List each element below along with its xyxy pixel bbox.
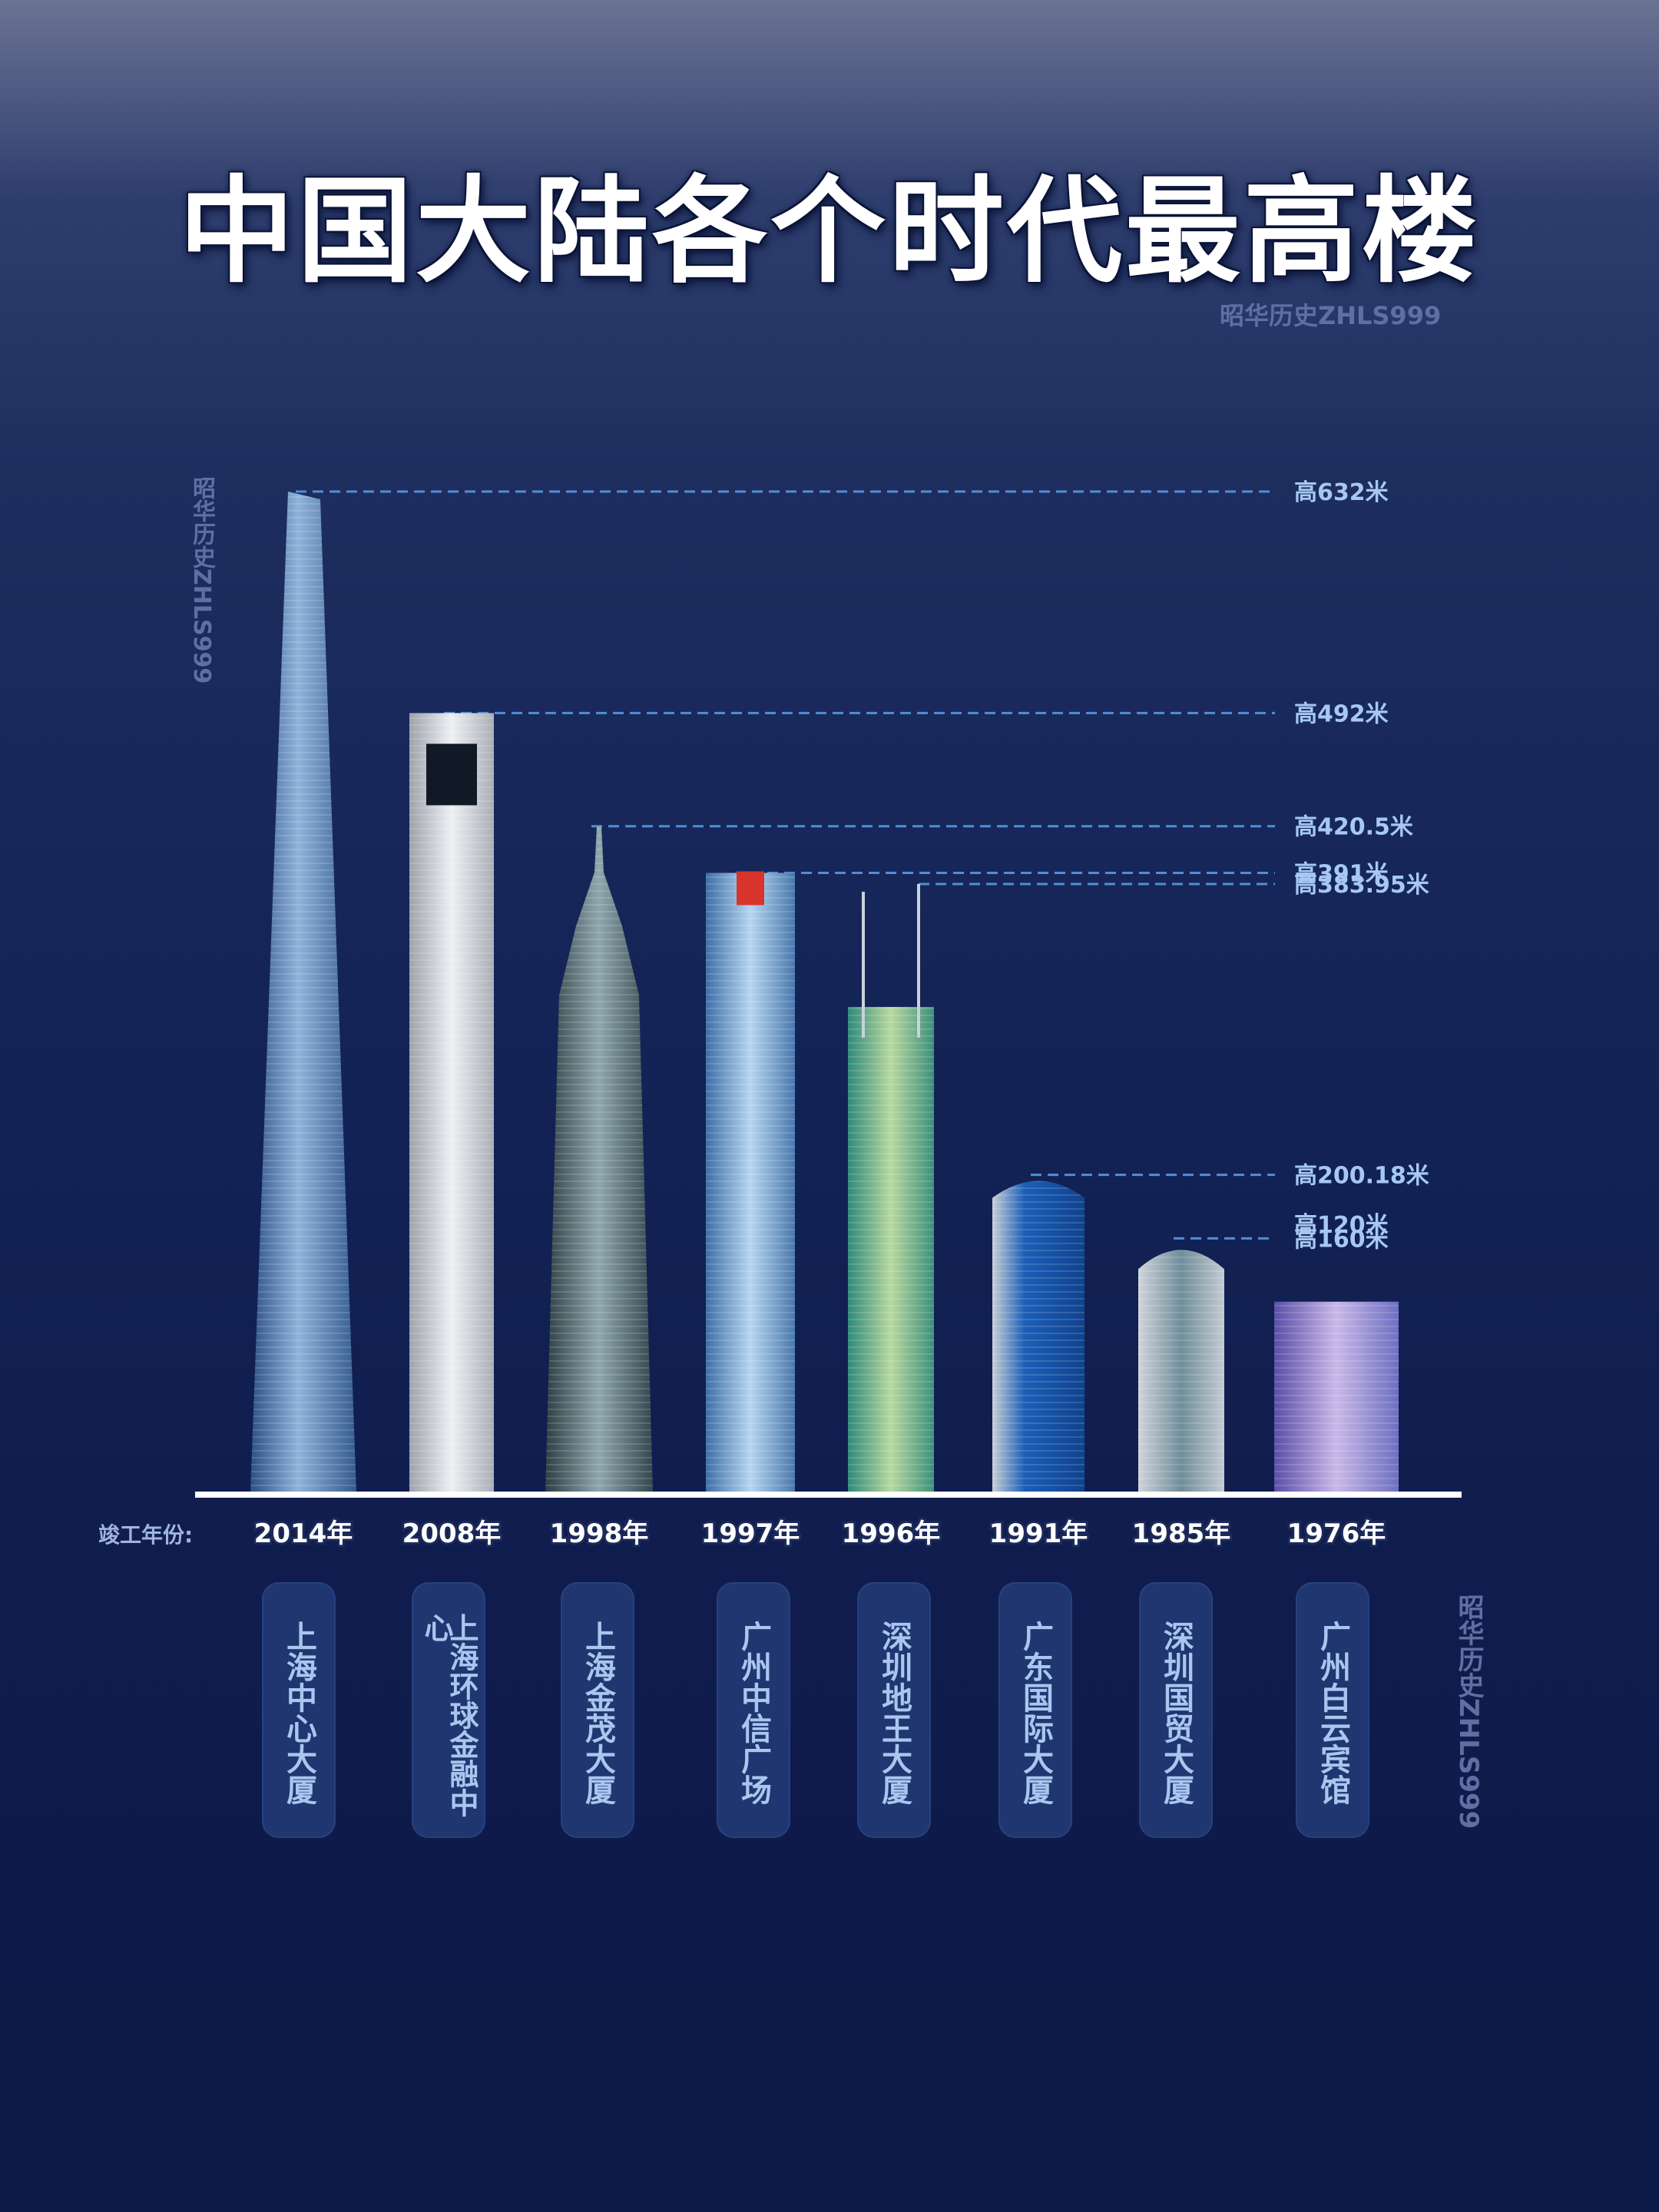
building-name-label: 深圳地王大厦 [876, 1621, 912, 1805]
height-label-6: 高200.18米 [1294, 1163, 1429, 1190]
height-label-7: 高160米 [1294, 1226, 1389, 1253]
building-name-pill-7: 深圳国贸大厦 [1139, 1582, 1213, 1838]
page-title: 中国大陆各个时代最高楼 [178, 165, 1480, 299]
watermark-top: 昭华历史ZHLS999 [1220, 301, 1442, 330]
year-label-6: 1991年 [989, 1518, 1088, 1549]
building-name-pill-2: 上海环球金融中心 [412, 1582, 485, 1838]
tower-bar-3 [545, 826, 653, 1492]
building-name-label: 上海金茂大厦 [580, 1621, 615, 1805]
tower-bar-2 [409, 713, 494, 1492]
tower-bar-5 [848, 884, 934, 1492]
watermark-left: 昭华历史ZHLS999 [188, 476, 215, 684]
watermark-right: 昭华历史ZHLS999 [1453, 1594, 1484, 1830]
building-name-pill-6: 广东国际大厦 [998, 1582, 1072, 1838]
year-label-3: 1998年 [550, 1518, 649, 1549]
height-label-1: 高632米 [1294, 479, 1389, 506]
height-label-4: 高391米 [1294, 860, 1389, 887]
height-label-5: 高383.95米 [1294, 872, 1429, 899]
height-label-8: 高120米 [1294, 1212, 1389, 1239]
year-label-7: 1985年 [1132, 1518, 1231, 1549]
tower-bar-4 [706, 871, 795, 1492]
year-label-8: 1976年 [1287, 1518, 1386, 1549]
year-caption: 竣工年份: [98, 1522, 193, 1548]
building-name-pill-3: 上海金茂大厦 [561, 1582, 634, 1838]
year-label-1: 2014年 [254, 1518, 353, 1549]
year-label-4: 1997年 [701, 1518, 800, 1549]
tower-bar-8 [1274, 1301, 1399, 1492]
building-name-pill-1: 上海中心大厦 [262, 1582, 336, 1838]
building-name-pill-8: 广州白云宾馆 [1296, 1582, 1369, 1838]
building-name-label: 上海环球金融中心 [419, 1613, 478, 1817]
building-name-label: 广东国际大厦 [1018, 1621, 1053, 1805]
year-label-2: 2008年 [402, 1518, 502, 1549]
height-label-3: 高420.5米 [1294, 814, 1413, 841]
building-name-label: 广州白云宾馆 [1315, 1621, 1350, 1805]
height-label-2: 高492米 [1294, 700, 1389, 727]
building-name-row: 上海中心大厦 上海环球金融中心 上海金茂大厦 广州中信广场 深圳地王大厦 广东国际大厦 深圳… [0, 1582, 1659, 1843]
tower-bar-6 [992, 1181, 1084, 1492]
tower-bar-1 [250, 492, 356, 1492]
tower-bar-7 [1138, 1250, 1224, 1492]
building-name-label: 上海中心大厦 [281, 1621, 316, 1805]
building-name-label: 深圳国贸大厦 [1158, 1621, 1194, 1805]
height-chart: 高632米高492米高420.5米高391米高383.95米高200.18米高1… [98, 479, 1429, 1551]
year-label-5: 1996年 [842, 1518, 941, 1549]
building-name-pill-5: 深圳地王大厦 [857, 1582, 931, 1838]
building-name-label: 广州中信广场 [736, 1621, 771, 1805]
building-name-pill-4: 广州中信广场 [717, 1582, 790, 1838]
